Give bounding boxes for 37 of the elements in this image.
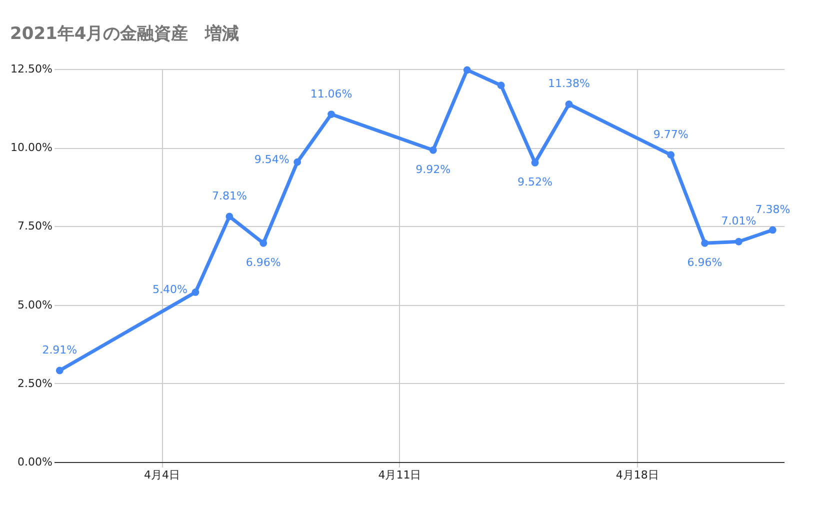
data-label: 9.52% (518, 176, 552, 189)
data-label: 9.92% (416, 163, 451, 176)
data-label: 7.38% (755, 202, 790, 216)
data-label: 11.38% (548, 77, 590, 90)
y-tick-label: 2.50% (18, 376, 52, 390)
data-label: 7.01% (721, 214, 756, 228)
point (328, 110, 335, 118)
point (667, 151, 675, 159)
point (192, 288, 200, 296)
y-tick-label: 5.00% (18, 298, 52, 312)
point (701, 239, 708, 247)
point (429, 146, 437, 154)
y-tick-label: 12.50% (10, 62, 52, 76)
x-tick-label: 4月18日 (616, 468, 659, 482)
data-label: 7.81% (212, 189, 247, 202)
point (768, 226, 776, 234)
y-tick-label: 10.00% (10, 141, 52, 154)
point (463, 66, 471, 74)
y-tick-label: 0.00% (18, 456, 52, 468)
data-label: 9.54% (254, 153, 290, 166)
point (565, 100, 573, 108)
point (294, 158, 302, 166)
y-tick-label: 7.50% (18, 220, 52, 233)
point (56, 366, 64, 374)
point (735, 238, 742, 246)
data-label: 11.06% (310, 87, 352, 100)
data-label: 9.77% (653, 128, 688, 141)
data-label: 6.96% (687, 256, 722, 270)
x-tick-label: 4月11日 (378, 468, 422, 482)
chart-title: 2021年4月の金融資産 増減 (10, 23, 240, 44)
data-label: 5.40% (152, 283, 188, 296)
point (226, 212, 234, 220)
data-label: 6.96% (246, 256, 281, 270)
point (260, 239, 268, 247)
data-label: 2.91% (42, 344, 78, 357)
x-tick-label: 4月4日 (144, 468, 180, 482)
point (497, 82, 505, 90)
